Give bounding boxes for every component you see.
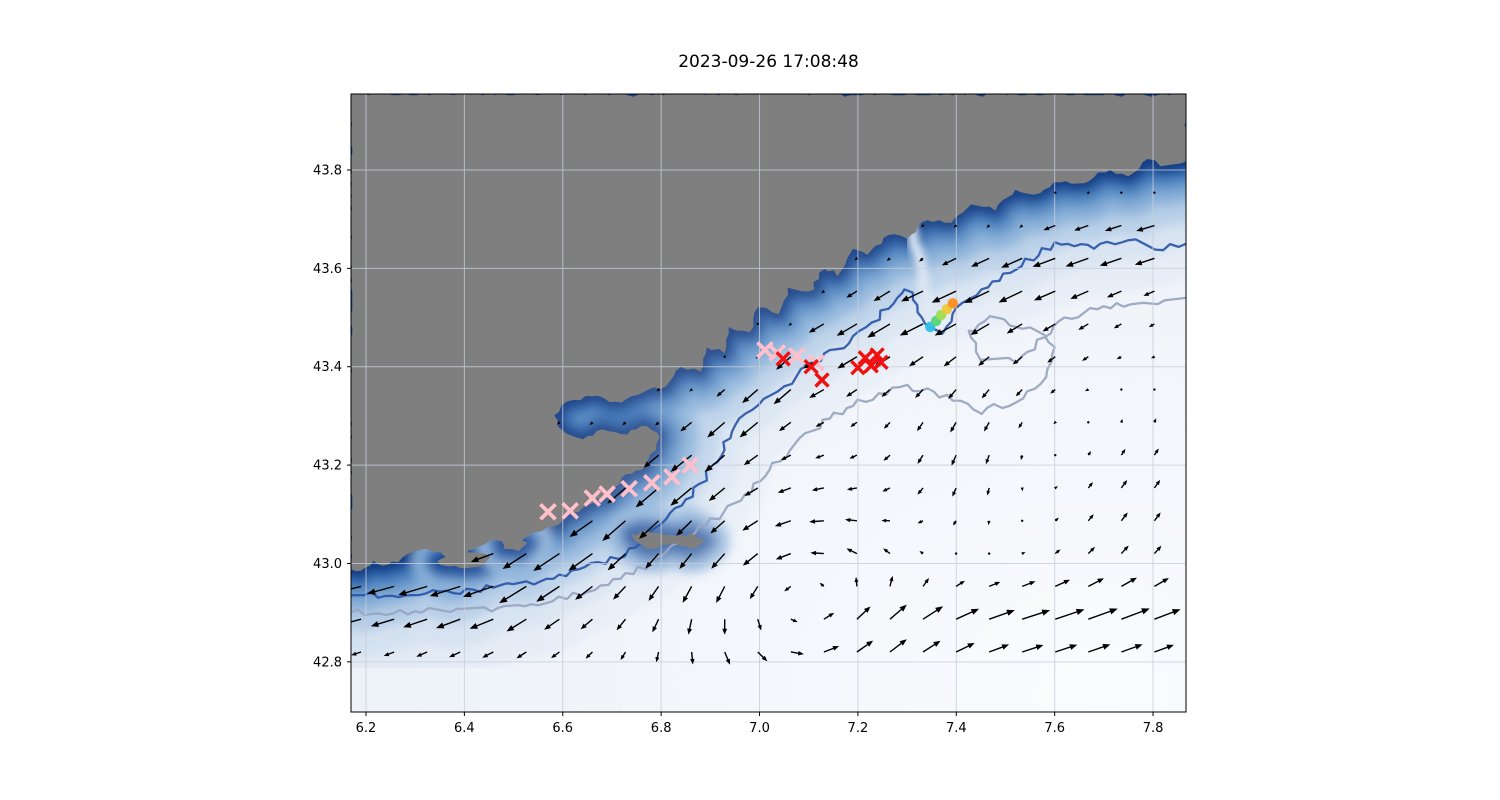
pink-x-marker [598, 485, 616, 503]
y-tick-label: 43.2 [313, 459, 342, 474]
pink-x-marker [788, 347, 806, 365]
island [501, 538, 528, 552]
pink-x-marker [642, 473, 661, 492]
trajectory-layer [925, 298, 959, 333]
red-x-marker [803, 359, 819, 375]
trajectory-point [947, 298, 959, 309]
pink-x-marker [583, 489, 602, 507]
y-tick-label: 43.6 [313, 262, 342, 277]
axes-layer: 6.2 6.4 6.6 6.8 7.0 7.2 7.4 7.6 7.8 42.8 43.0 43.2 4… [313, 93, 1187, 736]
marker-layer [539, 341, 889, 521]
x-tick-label: 6.2 [356, 721, 377, 736]
pink-x-marker [561, 501, 579, 520]
island [631, 530, 706, 549]
y-tick-label: 43.4 [313, 360, 342, 375]
x-tick-label: 6.8 [651, 721, 672, 736]
red-x-marker [850, 360, 866, 376]
quiver-layer [351, 191, 1181, 665]
x-tick-label: 7.4 [946, 721, 967, 736]
pink-x-marker [681, 456, 700, 474]
x-tick-label: 7.6 [1044, 721, 1065, 736]
isobath-contour-dark [351, 238, 1186, 599]
red-x-marker [775, 351, 791, 367]
pink-x-marker [539, 502, 557, 521]
grid-layer [351, 94, 1186, 712]
y-tick-label: 43.8 [313, 163, 342, 178]
red-x-marker [873, 354, 889, 371]
pink-x-marker [620, 479, 639, 498]
x-tick-label: 6.6 [552, 721, 573, 736]
pink-x-marker [756, 341, 774, 359]
red-x-marker [814, 372, 830, 388]
red-x-marker [863, 358, 879, 374]
plot-title: 2023-09-26 17:08:48 [678, 52, 859, 72]
y-tick-label: 42.8 [313, 655, 342, 670]
x-tick-label: 6.4 [454, 721, 475, 736]
x-tick-label: 7.2 [848, 721, 869, 736]
y-tick-label: 43.0 [313, 557, 342, 572]
pink-x-marker [663, 468, 681, 486]
red-x-marker [869, 347, 885, 363]
x-tick-label: 7.8 [1143, 721, 1164, 736]
x-tick-label: 7.0 [749, 721, 770, 736]
map-layers [351, 94, 1186, 712]
land-mass [351, 94, 1186, 572]
